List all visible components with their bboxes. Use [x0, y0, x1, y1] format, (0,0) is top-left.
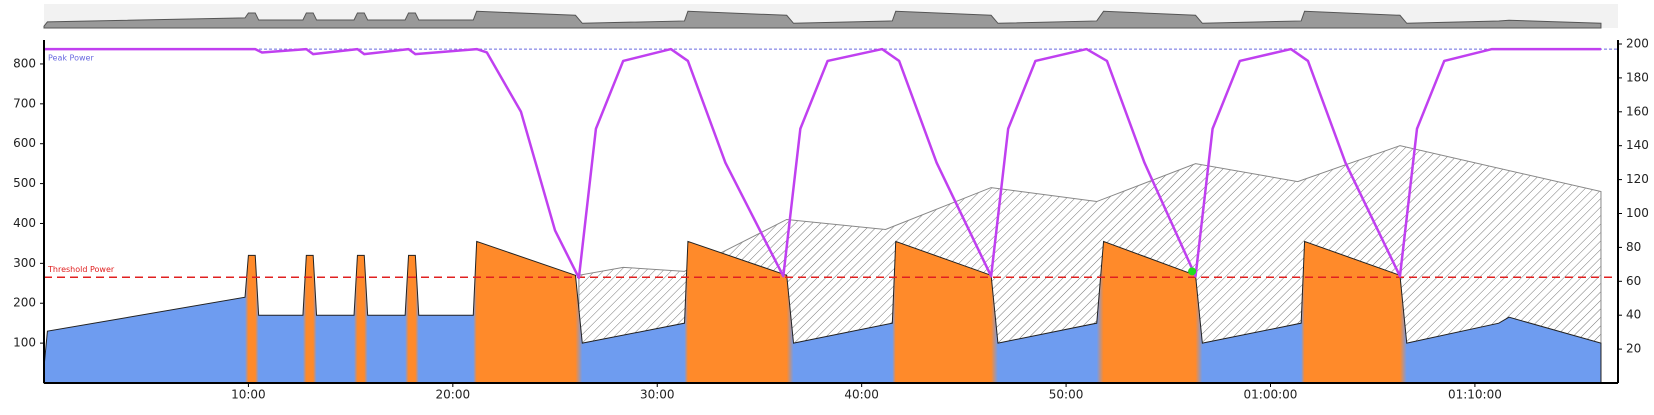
- y-tick-label: 200: [13, 296, 36, 310]
- y-tick-label: 700: [13, 96, 36, 110]
- y2-tick-label: 180: [1626, 70, 1649, 84]
- x-tick-label: 40:00: [844, 388, 879, 402]
- y2-tick-label: 200: [1626, 37, 1649, 51]
- y-tick-label: 400: [13, 216, 36, 230]
- y2-tick-label: 80: [1626, 240, 1641, 254]
- y-tick-label: 500: [13, 176, 36, 190]
- y2-tick-label: 140: [1626, 138, 1649, 152]
- balance-line: [44, 47, 1601, 280]
- y2-tick-label: 120: [1626, 172, 1649, 186]
- y-tick-label: 300: [13, 256, 36, 270]
- threshold-label: Threshold Power: [47, 265, 115, 274]
- y2-tick-label: 60: [1626, 274, 1641, 288]
- y-tick-label: 800: [13, 56, 36, 70]
- y-tick-label: 100: [13, 336, 36, 350]
- y2-tick-label: 20: [1626, 342, 1641, 356]
- x-tick-label: 01:00:00: [1244, 388, 1298, 402]
- y2-tick-label: 40: [1626, 308, 1641, 322]
- power-area: [43, 240, 1602, 384]
- x-tick-label: 20:00: [436, 388, 471, 402]
- x-tick-label: 10:00: [231, 388, 266, 402]
- overview-area: [43, 10, 1602, 29]
- y2-tick-label: 100: [1626, 206, 1649, 220]
- x-tick-label: 01:10:00: [1448, 388, 1502, 402]
- x-tick-label: 30:00: [640, 388, 675, 402]
- marker: [1188, 267, 1197, 276]
- y-tick-label: 600: [13, 136, 36, 150]
- peak-label: Peak Power: [48, 54, 94, 63]
- y2-tick-label: 160: [1626, 104, 1649, 118]
- x-tick-label: 50:00: [1049, 388, 1084, 402]
